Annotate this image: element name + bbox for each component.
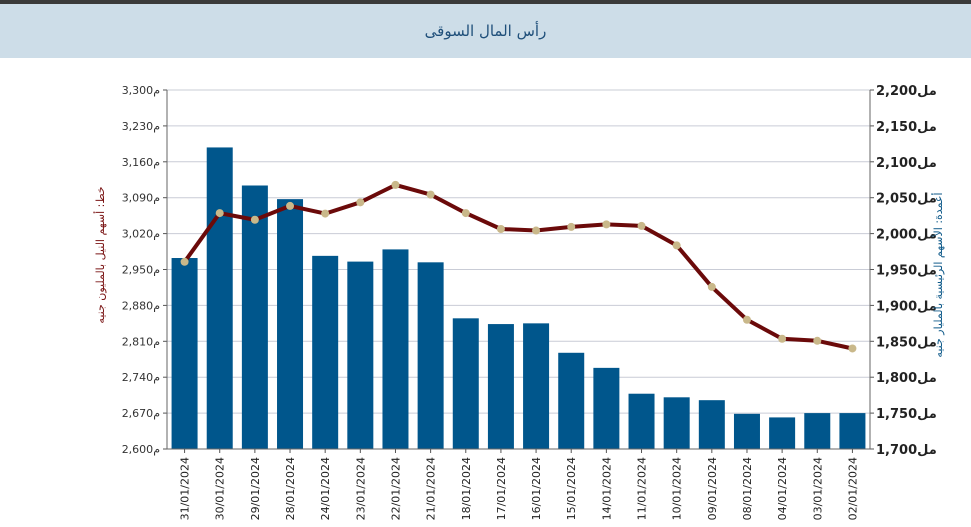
bar	[277, 199, 304, 449]
left-tick-label: 2,810م	[122, 335, 160, 348]
line-point	[496, 224, 505, 233]
bar	[733, 413, 760, 449]
line-point	[637, 221, 646, 230]
top-border	[0, 0, 971, 4]
left-axis-title: خط: أسهم النيل بالمليون جنيه	[93, 186, 107, 323]
x-tick-label: 09/01/2024	[706, 457, 719, 520]
chart-header: رأس المال السوقى	[0, 4, 971, 58]
bar	[698, 400, 725, 449]
line-point	[848, 344, 857, 353]
bar	[839, 413, 866, 449]
x-tick-label: 18/01/2024	[460, 457, 473, 520]
left-tick-label: 3,300م	[122, 84, 160, 97]
x-tick-label: 29/01/2024	[249, 457, 262, 520]
right-tick-label: 2,200مل	[876, 84, 937, 99]
line-point	[356, 198, 365, 207]
right-tick-label: 1,850مل	[876, 335, 937, 350]
x-tick-label: 10/01/2024	[671, 457, 684, 520]
left-tick-label: 2,880م	[122, 299, 160, 312]
right-tick-label: 2,000مل	[876, 228, 937, 243]
bar	[206, 147, 233, 449]
left-tick-label: 3,230م	[122, 120, 160, 133]
left-tick-label: 2,740م	[122, 371, 160, 384]
bar	[452, 318, 479, 449]
bar	[769, 417, 796, 449]
bar	[347, 261, 374, 449]
x-tick-label: 17/01/2024	[495, 457, 508, 520]
x-tick-label: 11/01/2024	[636, 457, 649, 520]
bar	[241, 185, 268, 449]
right-tick-label: 2,150مل	[876, 120, 937, 135]
line-point	[321, 209, 330, 218]
left-tick-label: 3,090م	[122, 192, 160, 205]
bar	[804, 413, 831, 449]
left-tick-label: 3,020م	[122, 228, 160, 241]
line-point	[286, 201, 295, 210]
x-tick-label: 15/01/2024	[565, 457, 578, 520]
left-tick-label: 3,160م	[122, 156, 160, 169]
right-tick-label: 1,700مل	[876, 443, 937, 458]
bar	[487, 324, 514, 449]
right-axis-title: أعمدة: الأسهم الرئيسية بالمليار جنيه	[931, 192, 945, 357]
line-series	[182, 182, 855, 351]
bar	[417, 262, 444, 449]
right-tick-label: 1,900مل	[876, 299, 937, 314]
right-tick-label: 2,050مل	[876, 192, 937, 207]
x-tick-label: 04/01/2024	[776, 457, 789, 520]
line-point	[672, 241, 681, 250]
bar	[171, 258, 198, 449]
bar	[558, 352, 585, 449]
x-tick-label: 02/01/2024	[846, 457, 859, 520]
chart-title: رأس المال السوقى	[424, 22, 547, 40]
bar	[628, 393, 655, 449]
bar	[663, 397, 690, 449]
x-tick-label: 22/01/2024	[389, 457, 402, 520]
x-tick-label: 16/01/2024	[530, 457, 543, 520]
bar	[523, 323, 550, 449]
x-tick-label: 31/01/2024	[179, 457, 192, 520]
right-tick-label: 2,100مل	[876, 156, 937, 171]
right-tick-label: 1,950مل	[876, 264, 937, 279]
x-tick-label: 24/01/2024	[319, 457, 332, 520]
x-tick-label: 14/01/2024	[600, 457, 613, 520]
line-point	[461, 209, 470, 218]
x-tick-label: 03/01/2024	[811, 457, 824, 520]
line-point	[567, 222, 576, 231]
line-point	[391, 180, 400, 189]
line-point	[813, 336, 822, 345]
line-point	[602, 220, 611, 229]
left-tick-label: 2,670م	[122, 407, 160, 420]
left-tick-label: 2,600م	[122, 443, 160, 456]
line-point	[215, 209, 224, 218]
x-tick-label: 08/01/2024	[741, 457, 754, 520]
line-point	[742, 315, 751, 324]
line-point	[426, 190, 435, 199]
line-point	[707, 282, 716, 291]
x-tick-label: 30/01/2024	[214, 457, 227, 520]
right-tick-label: 1,750مل	[876, 407, 937, 422]
bar	[593, 367, 620, 449]
line-point	[778, 334, 787, 343]
line-point	[532, 226, 541, 235]
right-tick-label: 1,800مل	[876, 371, 937, 386]
left-tick-label: 2,950م	[122, 264, 160, 277]
x-tick-label: 23/01/2024	[354, 457, 367, 520]
bar	[382, 249, 409, 449]
line-point	[250, 215, 259, 224]
x-tick-label: 28/01/2024	[284, 457, 297, 520]
bar	[312, 255, 339, 449]
x-tick-label: 21/01/2024	[425, 457, 438, 520]
line-point	[180, 257, 189, 266]
